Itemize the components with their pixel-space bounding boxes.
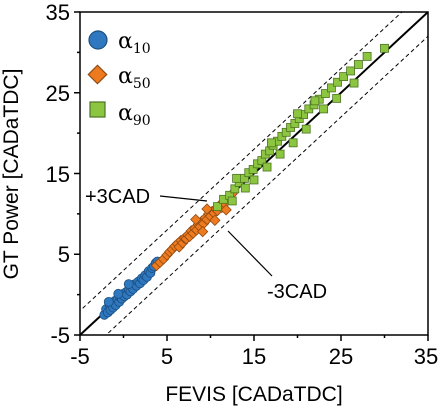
data-point-square bbox=[293, 109, 302, 119]
data-point-square bbox=[301, 124, 311, 134]
data-point-diamond bbox=[190, 213, 202, 226]
legend-marker-alpha90 bbox=[89, 101, 106, 118]
data-point-diamond bbox=[201, 203, 213, 215]
x-tick-label: 25 bbox=[329, 344, 353, 369]
x-tick-label: -5 bbox=[70, 344, 90, 369]
plus-3cad-pointer bbox=[159, 195, 208, 202]
data-point-circle bbox=[123, 279, 134, 290]
y-tick-label: 25 bbox=[46, 81, 70, 106]
minus-3cad-pointer bbox=[227, 230, 273, 277]
axis-ticks bbox=[74, 11, 429, 341]
data-point-circle bbox=[103, 296, 114, 307]
data-point-square bbox=[332, 94, 342, 103]
data-point-square bbox=[339, 72, 349, 81]
legend-sub-alpha50: 50 bbox=[133, 76, 151, 92]
data-points bbox=[99, 43, 389, 320]
y-tick-label: -5 bbox=[50, 323, 70, 348]
data-point-square bbox=[288, 138, 298, 148]
data-point-diamond bbox=[197, 225, 209, 238]
y-tick-label: 5 bbox=[58, 242, 70, 267]
minus-3cad-line bbox=[105, 35, 428, 335]
data-point-square bbox=[249, 175, 259, 185]
legend-label-alpha50: α50 bbox=[118, 64, 151, 92]
data-point-square bbox=[240, 183, 250, 193]
y-tick-label: 35 bbox=[46, 0, 70, 25]
legend-label-alpha90: α90 bbox=[118, 101, 151, 129]
data-point-square bbox=[346, 66, 355, 76]
legend: α10 α50 α90 bbox=[87, 29, 151, 129]
data-point-square bbox=[232, 173, 242, 183]
legend-marker-alpha50 bbox=[87, 64, 108, 85]
data-point-diamond bbox=[220, 204, 232, 216]
legend-label-alpha10: α10 bbox=[118, 29, 151, 57]
data-point-circle bbox=[113, 288, 124, 299]
data-point-square bbox=[349, 78, 359, 88]
legend-sub-alpha10: 10 bbox=[133, 41, 151, 57]
y-axis-title: GT Power [CADaTDC] bbox=[0, 69, 23, 280]
data-point-square bbox=[266, 138, 276, 148]
data-point-square bbox=[327, 83, 336, 93]
data-point-square bbox=[353, 60, 363, 69]
data-point-square bbox=[310, 96, 320, 106]
data-point-square bbox=[333, 77, 342, 87]
minus-3cad-label: -3CAD bbox=[267, 281, 327, 303]
data-point-square bbox=[319, 104, 329, 114]
y-tick-label: 15 bbox=[46, 162, 70, 187]
data-point-square bbox=[262, 162, 272, 172]
legend-sub-alpha90: 90 bbox=[133, 113, 151, 129]
data-point-square bbox=[362, 52, 372, 61]
plus-3cad-label: +3CAD bbox=[85, 186, 150, 208]
x-tick-label: 5 bbox=[161, 344, 173, 369]
data-point-square bbox=[380, 43, 389, 53]
x-axis-title: FEVIS [CADaTDC] bbox=[165, 383, 342, 406]
plus-3cad-line bbox=[80, 12, 403, 312]
data-point-diamond bbox=[209, 214, 221, 226]
legend-marker-alpha10 bbox=[88, 30, 108, 50]
x-tick-label: 35 bbox=[414, 344, 438, 369]
data-point-square bbox=[213, 202, 222, 212]
data-point-square bbox=[227, 196, 237, 206]
data-point-square bbox=[275, 149, 285, 159]
data-point-square bbox=[320, 89, 330, 98]
x-tick-label: 15 bbox=[242, 344, 266, 369]
